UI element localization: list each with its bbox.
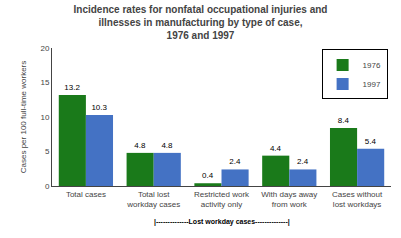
svg-text:Incidence rates for nonfatal o: Incidence rates for nonfatal occupationa… bbox=[74, 4, 328, 41]
svg-text:5.4: 5.4 bbox=[365, 137, 377, 146]
svg-text:4.8: 4.8 bbox=[161, 141, 173, 150]
svg-text:|--------------Lost workday ca: |--------------Lost workday cases-------… bbox=[154, 218, 290, 226]
svg-text:5: 5 bbox=[45, 147, 50, 156]
svg-text:8.4: 8.4 bbox=[338, 116, 350, 125]
svg-text:13.2: 13.2 bbox=[64, 83, 80, 92]
svg-text:1997: 1997 bbox=[363, 80, 381, 89]
svg-text:0: 0 bbox=[45, 182, 50, 191]
svg-text:20: 20 bbox=[40, 44, 49, 53]
svg-text:Cases withoutlost workdays: Cases withoutlost workdays bbox=[332, 190, 383, 209]
svg-text:4.8: 4.8 bbox=[134, 141, 146, 150]
svg-text:Total cases: Total cases bbox=[66, 190, 106, 199]
svg-text:10.3: 10.3 bbox=[91, 103, 107, 112]
svg-text:With days awayfrom work: With days awayfrom work bbox=[261, 190, 317, 209]
svg-text:2.4: 2.4 bbox=[297, 157, 309, 166]
svg-text:Cases per 100 full-time worker: Cases per 100 full-time workers bbox=[19, 61, 28, 173]
svg-text:0.4: 0.4 bbox=[202, 171, 214, 180]
svg-text:Restricted workactivity only: Restricted workactivity only bbox=[194, 190, 250, 209]
svg-text:4.4: 4.4 bbox=[270, 144, 282, 153]
svg-text:2.4: 2.4 bbox=[229, 157, 241, 166]
svg-text:15: 15 bbox=[40, 78, 49, 87]
svg-text:Total lostworkday cases: Total lostworkday cases bbox=[126, 190, 180, 209]
svg-text:1976: 1976 bbox=[363, 61, 381, 70]
svg-text:10: 10 bbox=[40, 113, 49, 122]
